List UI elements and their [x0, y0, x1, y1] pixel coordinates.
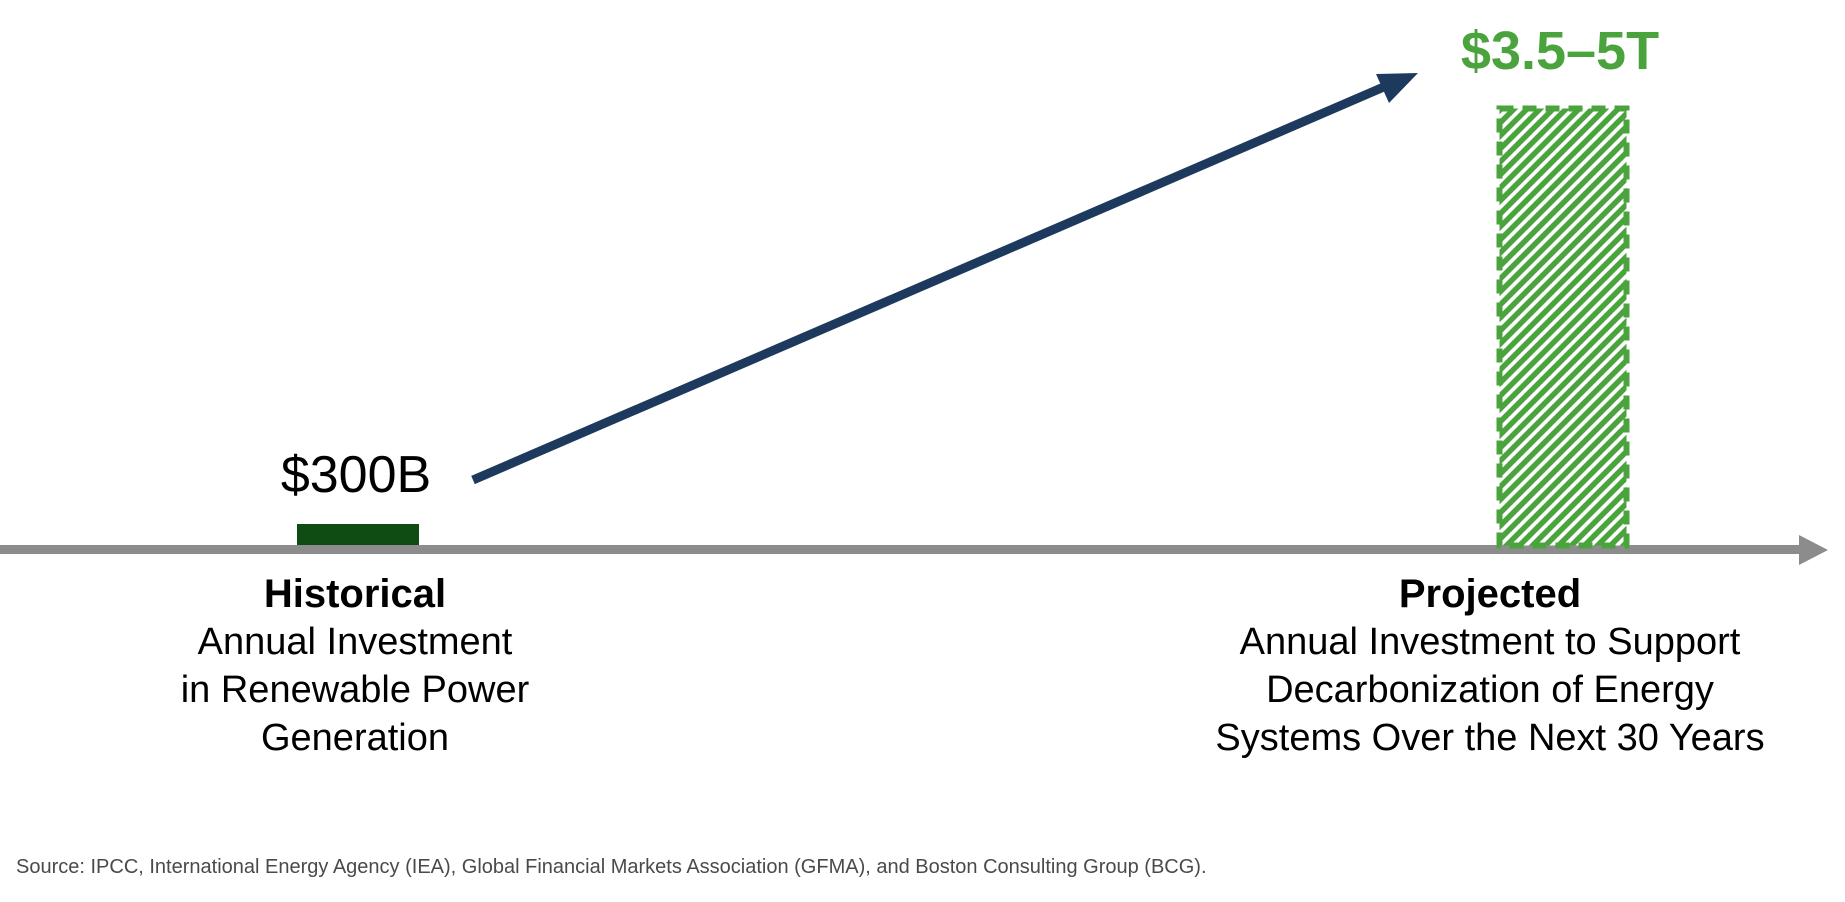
source-note: Source: IPCC, International Energy Agenc… — [16, 856, 1207, 878]
historical-value-label: $300B — [280, 446, 432, 504]
projected-line-3: Systems Over the Next 30 Years — [1215, 717, 1765, 759]
historical-bar — [297, 524, 419, 545]
projected-bar-rect — [1496, 105, 1630, 549]
x-axis-line — [0, 545, 1800, 554]
projected-heading: Projected — [1398, 572, 1582, 616]
historical-heading: Historical — [263, 572, 447, 616]
historical-line-2: in Renewable Power — [180, 669, 530, 711]
projected-value-label: $3.5–5T — [1460, 21, 1660, 81]
projected-bar — [1496, 105, 1630, 549]
historical-category-label: Historical Annual Investment in Renewabl… — [181, 570, 530, 762]
trend-arrow-shaft — [471, 81, 1388, 485]
projected-line-1: Annual Investment to Support — [1239, 621, 1741, 663]
x-axis-arrowhead-icon — [1799, 535, 1828, 565]
projected-category-label: Projected Annual Investment to Support D… — [1215, 570, 1764, 762]
projected-line-2: Decarbonization of Energy — [1266, 669, 1714, 711]
historical-line-1: Annual Investment — [197, 621, 513, 663]
historical-line-3: Generation — [260, 717, 449, 759]
trend-arrow — [471, 73, 1418, 485]
trend-arrow-head-icon — [1376, 73, 1418, 103]
